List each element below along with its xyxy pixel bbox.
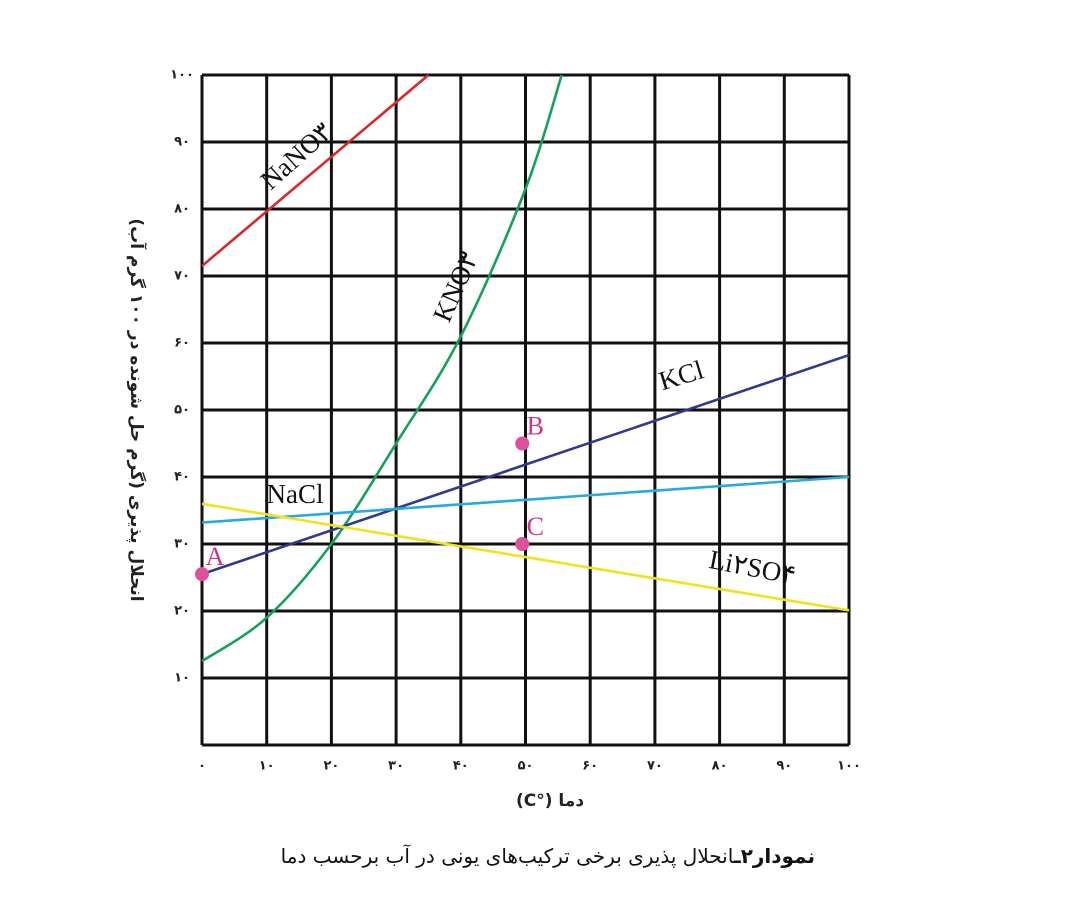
y-tick-label: ۳۰ xyxy=(174,537,190,552)
y-tick-label: ۸۰ xyxy=(174,202,190,217)
point-label: A xyxy=(206,542,225,571)
y-axis-label: انحلال پذیری (گرم حل شونده در ۱۰۰ گرم آب… xyxy=(126,218,148,601)
point xyxy=(515,537,530,551)
x-tick-label: ۹۰ xyxy=(776,759,792,774)
x-axis-label: دما (°C) xyxy=(516,791,584,811)
y-tick-label: ۶۰ xyxy=(174,336,190,351)
x-tick-label: ۶۰ xyxy=(582,759,598,774)
series-line xyxy=(201,353,850,576)
y-tick-label: ۷۰ xyxy=(174,269,190,284)
y-tick-label: ۹۰ xyxy=(174,135,190,150)
series-label: KCl xyxy=(655,354,707,396)
series-line xyxy=(201,502,850,612)
x-tick-label: ۵۰ xyxy=(518,759,534,774)
y-tick-label: ۲۰ xyxy=(174,604,190,619)
y-tick-label: ۴۰ xyxy=(174,470,190,485)
point xyxy=(195,567,209,582)
point-label: B xyxy=(527,411,544,440)
y-tick-label: ۱۰ xyxy=(174,671,190,686)
chart-title: انحلال پذیری برخی ترکیب‌های یونی در آب ب… xyxy=(281,843,735,869)
y-tick-label: ۱۰۰ xyxy=(170,68,194,83)
x-tick-label: ۴۰ xyxy=(453,759,469,774)
point-label: C xyxy=(527,512,544,541)
x-tick-label: ۲۰ xyxy=(323,759,339,774)
series-line xyxy=(201,74,563,663)
x-tick-label: ۳۰ xyxy=(388,759,404,774)
series-line xyxy=(201,475,850,524)
y-tick-label: ۵۰ xyxy=(174,403,190,418)
series-label: NaCl xyxy=(267,479,324,509)
x-tick-label: ۸۰ xyxy=(712,759,728,774)
series-line xyxy=(201,74,430,267)
x-tick-label: ۷۰ xyxy=(647,759,663,774)
x-tick-label: ۱۰۰ xyxy=(837,759,861,774)
x-tick-label: ۱۰ xyxy=(259,759,275,774)
caption: نمودار۲ـانحلال پذیری برخی ترکیب‌های یونی… xyxy=(281,843,815,869)
figure-label: نمودار۲ـ xyxy=(733,844,815,868)
series-label: KNO۳ xyxy=(427,247,484,326)
x-tick-label: ۰ xyxy=(198,759,206,774)
point xyxy=(515,436,530,451)
